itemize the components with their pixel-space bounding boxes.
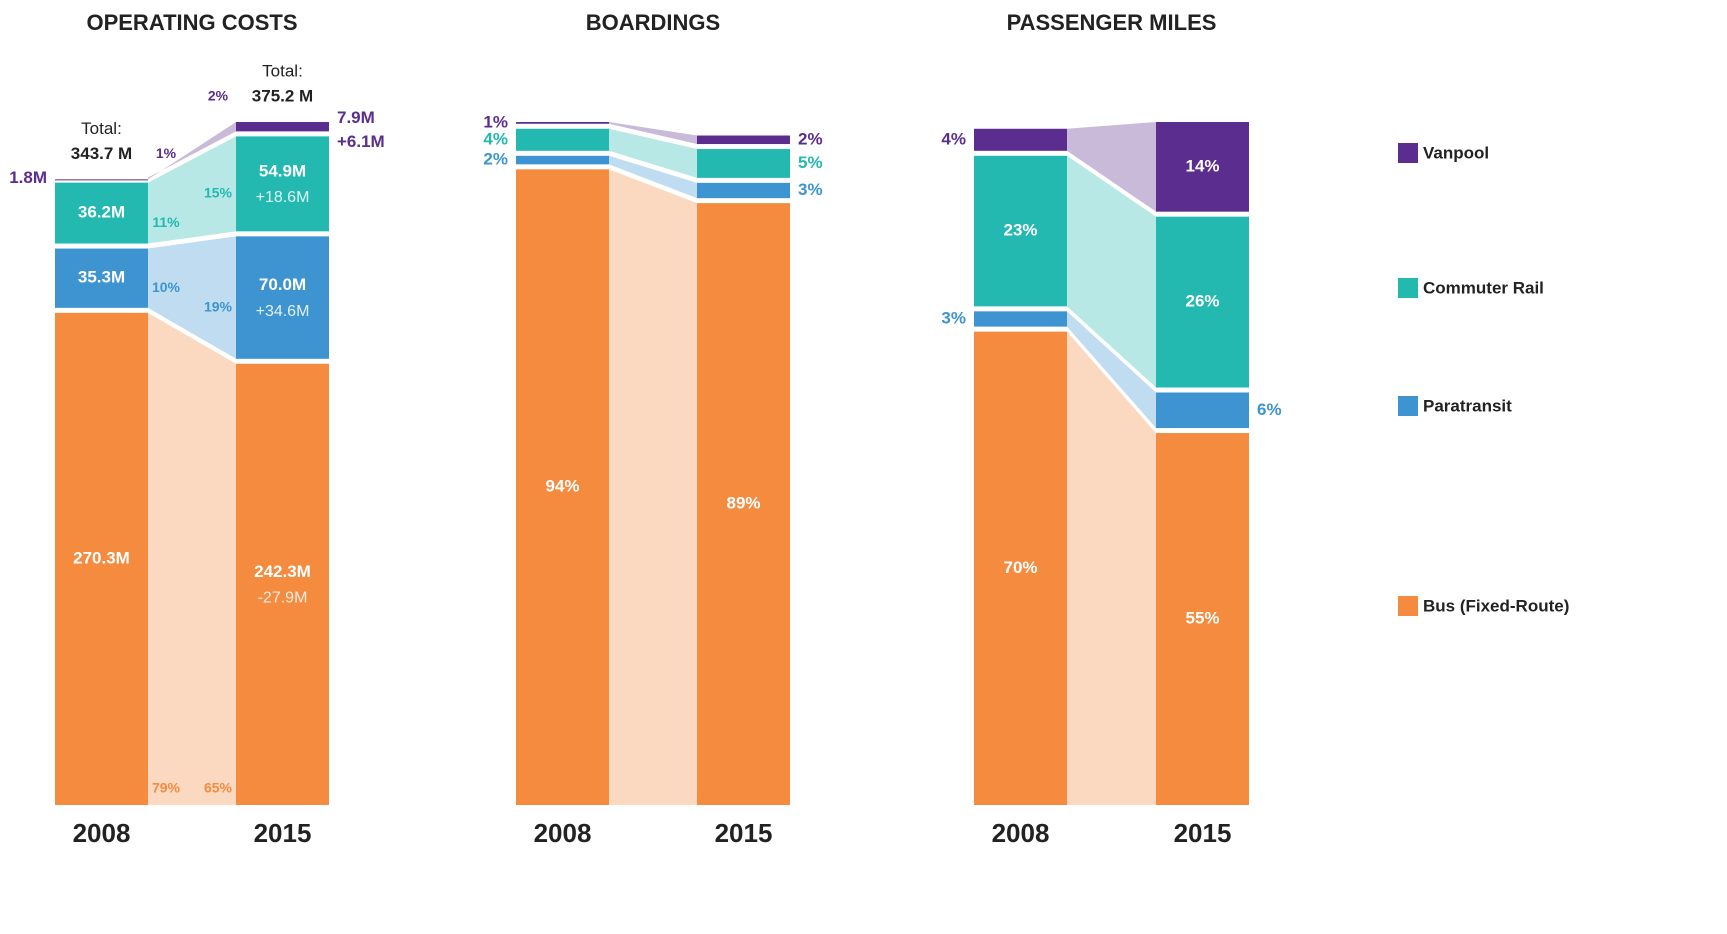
legend-swatch [1398, 278, 1418, 298]
change-label: -27.9M [258, 590, 308, 607]
flow [609, 122, 697, 145]
value-label: 35.3M [78, 268, 125, 287]
share-label: 65% [204, 780, 233, 796]
share-label: 10% [152, 279, 181, 295]
share-label: 79% [152, 780, 181, 796]
flow [609, 128, 697, 178]
bar-segment [974, 155, 1067, 307]
bar-segment [974, 128, 1067, 151]
value-label: 89% [726, 494, 760, 513]
bar-segment [55, 182, 148, 244]
change-label: +34.6M [256, 303, 310, 320]
value-label: 36.2M [78, 203, 125, 222]
value-label: 1.8M [9, 168, 47, 187]
share-label: 1% [156, 145, 177, 161]
value-label: 14% [1185, 156, 1219, 175]
value-label: 70.0M [259, 275, 306, 294]
value-label: 5% [798, 153, 823, 172]
bar-segment [516, 155, 609, 165]
bar-segment [697, 149, 790, 178]
bar-segment [55, 248, 148, 308]
total-title: Total: [262, 61, 303, 80]
value-label: 242.3M [254, 562, 311, 581]
value-label: 94% [545, 477, 579, 496]
bar-segment [236, 236, 329, 359]
value-label: 6% [1257, 400, 1282, 419]
bar-segment [1156, 122, 1249, 212]
bar-segment [516, 128, 609, 151]
value-label: 55% [1185, 609, 1219, 628]
bar-segment [236, 122, 329, 132]
share-label: 15% [204, 185, 233, 201]
bar-segment [236, 363, 329, 805]
value-label: 23% [1003, 221, 1037, 240]
bar-segment [516, 122, 609, 124]
value-label: 2% [483, 150, 508, 169]
flow [1067, 331, 1156, 805]
legend-label: Bus (Fixed-Route) [1423, 596, 1569, 615]
flow [148, 236, 236, 359]
x-tick-label: 2008 [992, 818, 1050, 848]
x-tick-label: 2015 [1174, 818, 1232, 848]
bar-segment [1156, 392, 1249, 429]
value-label: 4% [941, 129, 966, 148]
flow [148, 136, 236, 244]
x-tick-label: 2015 [254, 818, 312, 848]
legend-swatch [1398, 596, 1418, 616]
bar-segment [697, 135, 790, 145]
x-tick-label: 2008 [534, 818, 592, 848]
bar-segment [1156, 216, 1249, 388]
chart-title: OPERATING COSTS [86, 10, 297, 35]
value-label: 1% [483, 112, 508, 131]
flow [609, 155, 697, 199]
legend-swatch [1398, 143, 1418, 163]
bar-segment [697, 203, 790, 806]
flow [609, 169, 697, 805]
total-label: 343.7 M [71, 144, 132, 163]
share-label: 2% [208, 88, 229, 104]
legend-label: Commuter Rail [1423, 278, 1544, 297]
share-label: 19% [204, 298, 233, 314]
value-label: 270.3M [73, 548, 130, 567]
x-tick-label: 2015 [715, 818, 773, 848]
legend-swatch [1398, 396, 1418, 416]
value-label: 54.9M [259, 161, 306, 180]
bar-segment [516, 169, 609, 805]
bar-segment [974, 311, 1067, 327]
chart-title: BOARDINGS [586, 10, 720, 35]
value-label: 4% [483, 129, 508, 148]
bar-segment [55, 312, 148, 805]
total-label: 375.2 M [252, 86, 313, 105]
bar-segment [55, 179, 148, 181]
legend-label: Paratransit [1423, 396, 1512, 415]
change-label: +18.6M [256, 189, 310, 206]
value-label: 2% [798, 129, 823, 148]
flow [1067, 122, 1156, 212]
flow [1067, 155, 1156, 388]
value-label: 3% [798, 180, 823, 199]
bar-segment [1156, 433, 1249, 805]
value-label: 26% [1185, 292, 1219, 311]
flow [1067, 311, 1156, 429]
value-label: 3% [941, 308, 966, 327]
bar-segment [236, 136, 329, 232]
flow [148, 122, 236, 180]
bar-segment [974, 331, 1067, 805]
flow [148, 312, 236, 805]
share-label: 11% [152, 214, 180, 230]
total-title: Total: [81, 119, 122, 138]
legend-label: Vanpool [1423, 143, 1489, 162]
bar-segment [697, 182, 790, 199]
value-label: 70% [1003, 558, 1037, 577]
chart-title: PASSENGER MILES [1007, 10, 1217, 35]
x-tick-label: 2008 [73, 818, 131, 848]
change-label: +6.1M [337, 132, 385, 151]
value-label: 7.9M [337, 108, 375, 127]
